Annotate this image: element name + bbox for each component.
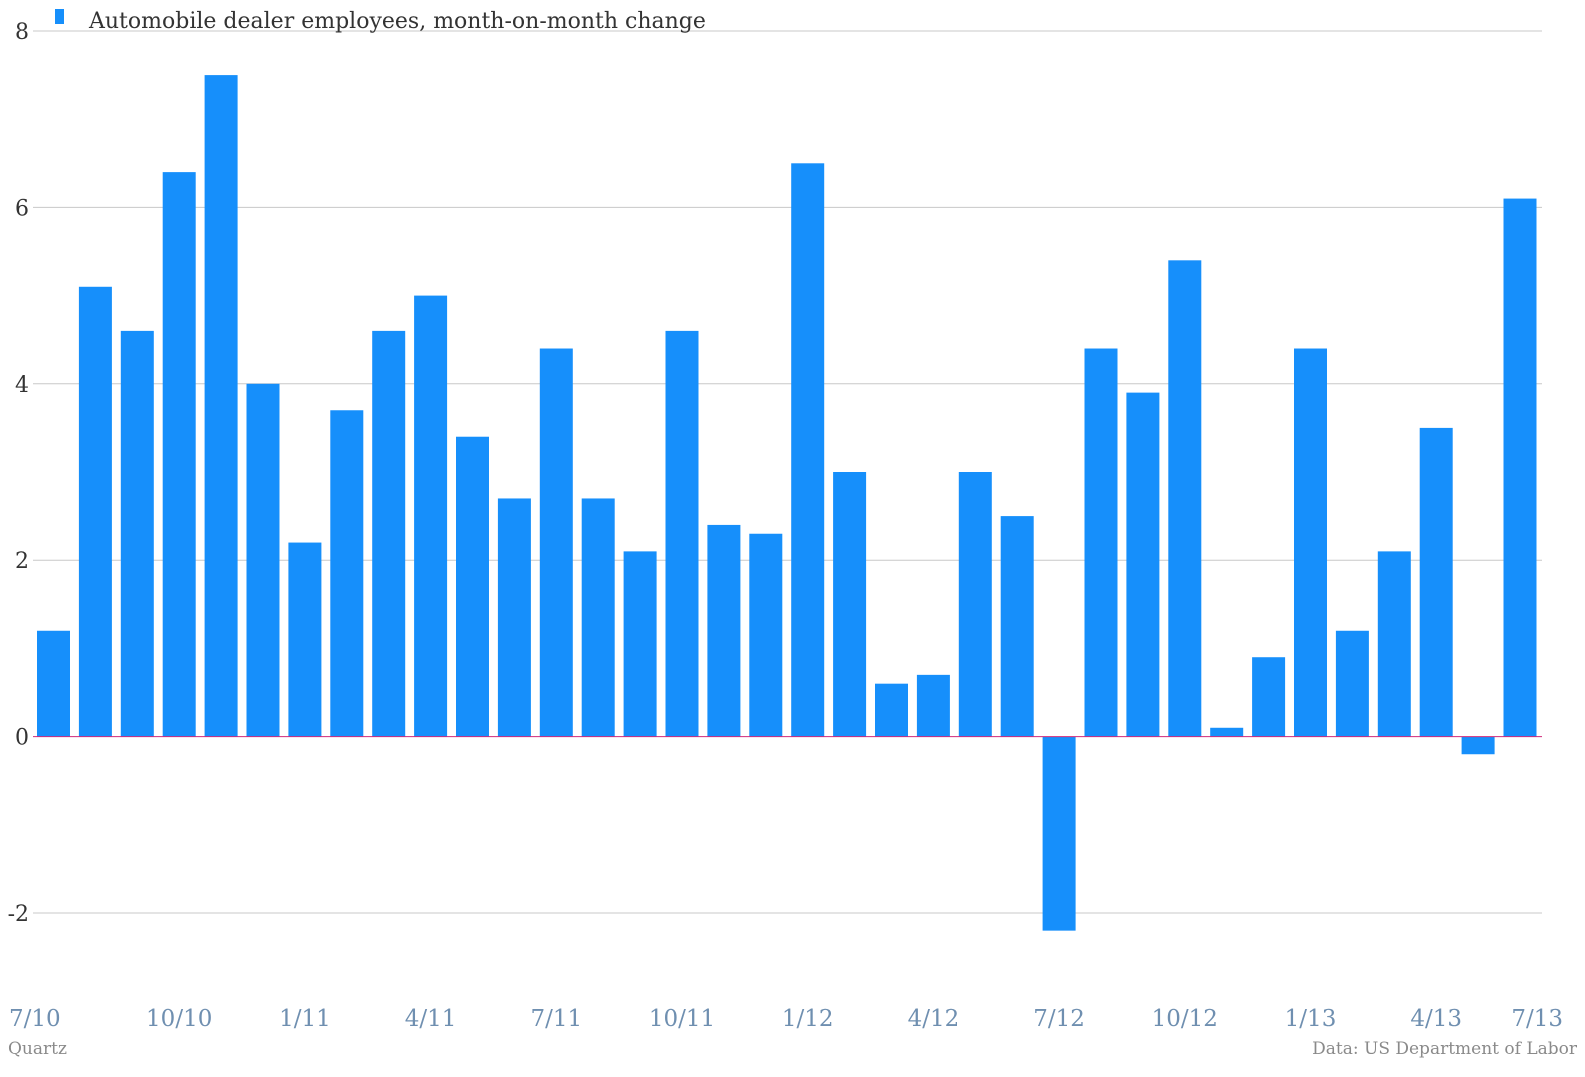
bar bbox=[1210, 727, 1244, 737]
bar bbox=[497, 498, 531, 737]
y-tick-label: 8 bbox=[15, 20, 29, 45]
bar bbox=[78, 286, 112, 737]
bar bbox=[246, 383, 280, 737]
bar-series bbox=[37, 75, 1537, 931]
bar bbox=[707, 524, 741, 737]
x-tick-label: 1/13 bbox=[1285, 1006, 1337, 1032]
gridlines bbox=[33, 30, 1542, 914]
bar bbox=[958, 472, 992, 737]
bar bbox=[288, 542, 322, 737]
x-tick-label: 7/12 bbox=[1033, 1006, 1085, 1032]
bar bbox=[1503, 198, 1537, 737]
x-tick-label: 10/10 bbox=[146, 1006, 212, 1032]
bar bbox=[1042, 736, 1076, 931]
bar bbox=[456, 436, 489, 737]
bar bbox=[1294, 348, 1327, 737]
y-tick-label: 2 bbox=[15, 549, 29, 574]
bar bbox=[1000, 516, 1034, 737]
x-tick-label: 1/12 bbox=[782, 1006, 834, 1032]
bar bbox=[581, 498, 615, 737]
bar bbox=[1377, 551, 1411, 737]
bar bbox=[791, 163, 825, 737]
bar bbox=[120, 330, 154, 737]
y-tick-label: 0 bbox=[15, 726, 29, 751]
bar bbox=[916, 674, 950, 737]
bar bbox=[414, 295, 448, 737]
x-tick-label: 10/11 bbox=[649, 1006, 715, 1032]
bar bbox=[1252, 657, 1286, 737]
bar bbox=[37, 630, 70, 737]
x-tick-label: 7/11 bbox=[530, 1006, 582, 1032]
bar bbox=[1419, 427, 1453, 737]
bar bbox=[833, 472, 867, 737]
bar bbox=[749, 533, 783, 737]
y-tick-label: 6 bbox=[15, 196, 29, 221]
bar bbox=[539, 348, 573, 737]
x-tick-label: 10/12 bbox=[1152, 1006, 1218, 1032]
bar bbox=[330, 410, 364, 737]
x-tick-label: 4/11 bbox=[405, 1006, 457, 1032]
x-tick-label: 7/10 bbox=[9, 1006, 61, 1032]
legend-swatch bbox=[55, 9, 64, 24]
bar bbox=[1168, 260, 1202, 737]
bar bbox=[162, 172, 196, 737]
x-tick-label: 4/12 bbox=[908, 1006, 960, 1032]
x-tick-label: 7/13 bbox=[1511, 1006, 1563, 1032]
bar bbox=[665, 330, 699, 737]
legend: Automobile dealer employees, month-on-mo… bbox=[55, 9, 706, 34]
bar bbox=[1335, 630, 1369, 737]
source-credit-right: Data: US Department of Labor bbox=[1312, 1039, 1578, 1059]
bar bbox=[372, 330, 406, 737]
bar bbox=[875, 683, 908, 737]
y-axis-tick-labels: 8 6 4 2 0 -2 bbox=[8, 20, 29, 927]
x-tick-label: 4/13 bbox=[1410, 1006, 1462, 1032]
bar bbox=[1126, 392, 1160, 737]
x-axis-tick-labels: 7/10 10/10 1/11 4/11 7/11 10/11 1/12 4/12 7/12 10… bbox=[9, 1006, 1563, 1032]
x-tick-label: 1/11 bbox=[279, 1006, 331, 1032]
source-credit-left: Quartz bbox=[8, 1039, 67, 1059]
legend-label: Automobile dealer employees, month-on-mo… bbox=[88, 9, 706, 34]
bar bbox=[204, 75, 238, 737]
y-tick-label: -2 bbox=[8, 902, 29, 927]
bar bbox=[1461, 736, 1495, 755]
bar bbox=[1084, 348, 1118, 737]
bar bbox=[623, 551, 657, 737]
y-tick-label: 4 bbox=[15, 373, 29, 398]
